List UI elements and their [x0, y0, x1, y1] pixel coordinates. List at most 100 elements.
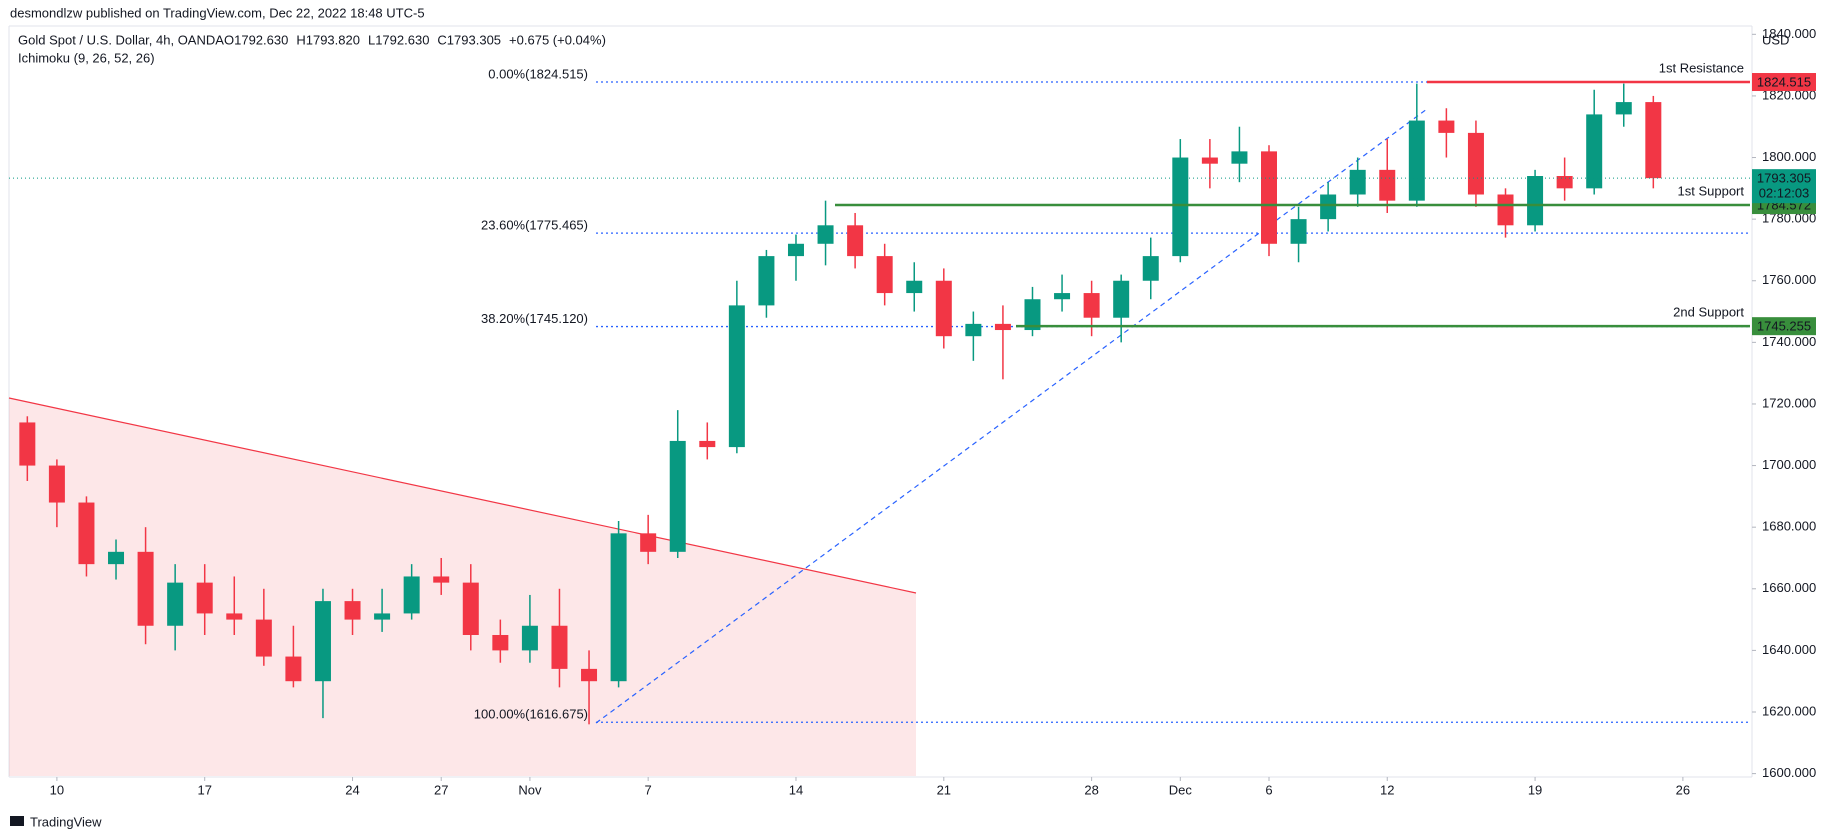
candle-body — [492, 634, 509, 651]
candle-body — [610, 533, 627, 682]
fib-label: 100.00%(1616.675) — [474, 707, 588, 722]
candle-body — [1231, 151, 1248, 164]
candle-body — [728, 305, 745, 448]
level-name: 1st Resistance — [1659, 60, 1744, 75]
price-tag-label: 1745.255 — [1757, 319, 1811, 334]
y-tick-label: 1680.000 — [1762, 519, 1816, 534]
triangle-region — [9, 398, 916, 776]
x-tick-label: 27 — [434, 782, 448, 797]
candle-body — [1497, 194, 1514, 226]
candle-body — [167, 582, 184, 626]
candle-body — [1320, 194, 1337, 220]
candle-body — [433, 576, 450, 583]
x-tick-label: 12 — [1380, 782, 1394, 797]
y-tick-label: 1600.000 — [1762, 765, 1816, 780]
candle-body — [1142, 256, 1159, 281]
candle-body — [994, 323, 1011, 331]
ohlc-value: L1792.630 — [368, 32, 429, 47]
candle-body — [1438, 120, 1455, 133]
level-name: 1st Support — [1678, 183, 1745, 198]
ohlc-value: +0.675 (+0.04%) — [509, 32, 606, 47]
y-tick-label: 1740.000 — [1762, 334, 1816, 349]
published: desmondlzw published on TradingView.com,… — [10, 5, 425, 20]
candle-body — [1408, 120, 1425, 201]
candle-body — [758, 256, 775, 306]
candle-body — [285, 656, 302, 682]
candle-body — [196, 582, 213, 614]
currency: USD — [1762, 32, 1789, 47]
level-name: 2nd Support — [1673, 305, 1744, 320]
logo-mark — [10, 816, 24, 826]
candle-body — [1467, 132, 1484, 195]
y-tick-label: 1840.000 — [1762, 26, 1816, 41]
footer: TradingView — [30, 814, 102, 829]
candle-body — [78, 502, 95, 565]
candle-body — [935, 280, 952, 337]
y-tick-label: 1620.000 — [1762, 703, 1816, 718]
fib-trend-line — [595, 108, 1428, 724]
candle-body — [1615, 102, 1632, 115]
x-tick-label: 28 — [1084, 782, 1098, 797]
fib-label: 38.20%(1745.120) — [481, 311, 588, 326]
trend-line — [8, 397, 917, 594]
price-tag — [1752, 73, 1816, 92]
x-tick-label: 24 — [345, 782, 359, 797]
indicator: Ichimoku (9, 26, 52, 26) — [18, 50, 155, 65]
candle-body — [1379, 169, 1396, 201]
candle-body — [876, 256, 893, 294]
x-tick-label: Nov — [518, 782, 542, 797]
x-tick-label: 6 — [1265, 782, 1272, 797]
candle-body — [1261, 151, 1278, 244]
ohlc-value: C1793.305 — [437, 32, 501, 47]
y-tick-label: 1660.000 — [1762, 580, 1816, 595]
candle-body — [1024, 299, 1041, 331]
last-price-tag — [1752, 169, 1816, 204]
price-tag-label: 1824.515 — [1757, 74, 1811, 89]
candle-body — [1290, 219, 1307, 244]
symbol: Gold Spot / U.S. Dollar, 4h, OANDA — [18, 32, 224, 47]
candle-body — [521, 625, 538, 651]
y-tick-label: 1780.000 — [1762, 211, 1816, 226]
logo — [10, 816, 24, 826]
candle-body — [1586, 114, 1603, 189]
candle-body — [906, 280, 923, 294]
candle-body — [462, 582, 479, 635]
ohlc-value: H1793.820 — [296, 32, 360, 47]
candle-body — [403, 576, 420, 614]
candle-body — [965, 323, 982, 337]
x-tick-label: 21 — [937, 782, 951, 797]
countdown: 02:12:03 — [1759, 186, 1810, 201]
x-tick-label: 14 — [789, 782, 803, 797]
y-tick-label: 1720.000 — [1762, 395, 1816, 410]
price-tag — [1752, 317, 1816, 336]
y-tick-label: 1820.000 — [1762, 87, 1816, 102]
y-tick-label: 1700.000 — [1762, 457, 1816, 472]
candle-body — [551, 625, 568, 669]
y-tick-label: 1640.000 — [1762, 642, 1816, 657]
candle-body — [344, 601, 361, 620]
candle-body — [108, 551, 125, 565]
candle-body — [137, 551, 154, 626]
x-tick-label: 17 — [197, 782, 211, 797]
candle-body — [669, 440, 686, 552]
candle-body — [847, 225, 864, 257]
candle-body — [1556, 176, 1573, 189]
x-tick-label: 10 — [50, 782, 64, 797]
x-tick-label: 7 — [645, 782, 652, 797]
candle-body — [1201, 157, 1218, 164]
x-tick-label: 19 — [1528, 782, 1542, 797]
candle-body — [1527, 176, 1544, 226]
candle-body — [1172, 157, 1189, 257]
candle-body — [699, 440, 716, 448]
x-tick-label: Dec — [1169, 782, 1193, 797]
candle-body — [787, 243, 804, 257]
candle-body — [817, 225, 834, 244]
candle-body — [48, 465, 65, 503]
fib-label: 0.00%(1824.515) — [488, 66, 588, 81]
candle-body — [1054, 293, 1071, 300]
candle-body — [1349, 169, 1366, 195]
y-tick-label: 1800.000 — [1762, 149, 1816, 164]
candle-body — [1083, 293, 1100, 318]
x-tick-label: 26 — [1676, 782, 1690, 797]
